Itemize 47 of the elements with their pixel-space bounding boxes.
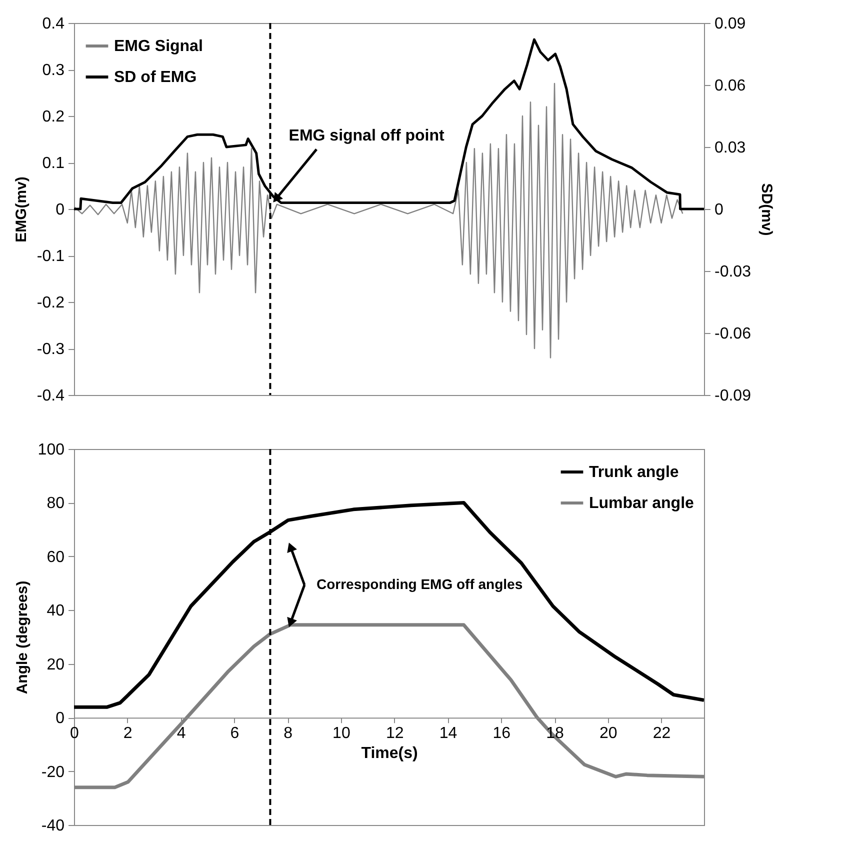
x-tick-label: 8 xyxy=(284,725,293,742)
legend-label: EMG Signal xyxy=(114,38,203,55)
y-tick-label: 0.1 xyxy=(42,155,65,172)
y-tick-label: -0.3 xyxy=(36,341,65,358)
y2-tick-label: 0 xyxy=(714,202,724,218)
y-tick-label: -20 xyxy=(41,764,65,781)
y-tick-label: -0.1 xyxy=(36,248,65,265)
x-tick-label: 2 xyxy=(123,725,132,742)
legend-label: Trunk angle xyxy=(589,464,679,481)
y-tick-label: 60 xyxy=(46,548,65,566)
y-tick-label: 0.2 xyxy=(42,108,65,126)
y-tick-label: 0 xyxy=(56,202,65,218)
y-tick-label: 0.3 xyxy=(42,62,65,79)
legend-label: Lumbar angle xyxy=(589,495,694,512)
y2-tick-label: 0.06 xyxy=(714,78,746,94)
x-tick-label: 10 xyxy=(332,725,350,742)
x-tick-label: 14 xyxy=(439,725,458,742)
y-tick-label: 100 xyxy=(38,442,65,458)
y2-axis-title: SD(mv) xyxy=(758,183,775,236)
annotation: EMG signal off point xyxy=(288,127,445,144)
x-tick-label: 22 xyxy=(652,725,671,742)
y-tick-label: 0 xyxy=(56,710,65,728)
y-tick-label: -40 xyxy=(41,818,65,834)
y-tick-label: 80 xyxy=(46,495,65,512)
y-tick-label: 20 xyxy=(46,656,65,674)
y2-tick-label: -0.09 xyxy=(714,388,752,404)
y-tick-label: -0.2 xyxy=(36,294,65,312)
x-tick-label: 18 xyxy=(546,725,564,742)
y-tick-label: 40 xyxy=(46,602,65,620)
x-tick-label: 16 xyxy=(492,725,511,742)
x-tick-label: 0 xyxy=(70,725,80,742)
y2-tick-label: -0.03 xyxy=(714,264,752,280)
y2-tick-label: 0.09 xyxy=(714,16,746,32)
y-tick-label: -0.4 xyxy=(36,388,65,404)
y2-tick-label: 0.03 xyxy=(714,140,746,156)
y2-tick-label: -0.06 xyxy=(714,326,752,342)
x-tick-label: 4 xyxy=(176,725,186,742)
annotation: Corresponding EMG off angles xyxy=(316,576,523,592)
y-axis-title: Angle (degrees) xyxy=(14,580,31,694)
x-axis-title: Time(s) xyxy=(361,745,418,762)
x-tick-label: 6 xyxy=(230,725,240,742)
legend-label: SD of EMG xyxy=(114,69,197,86)
line-series xyxy=(74,82,684,358)
y-tick-label: 0.4 xyxy=(42,16,65,32)
y-axis-title: EMG(mv) xyxy=(12,176,30,242)
x-tick-label: 20 xyxy=(600,725,618,742)
x-tick-label: 12 xyxy=(386,725,404,742)
